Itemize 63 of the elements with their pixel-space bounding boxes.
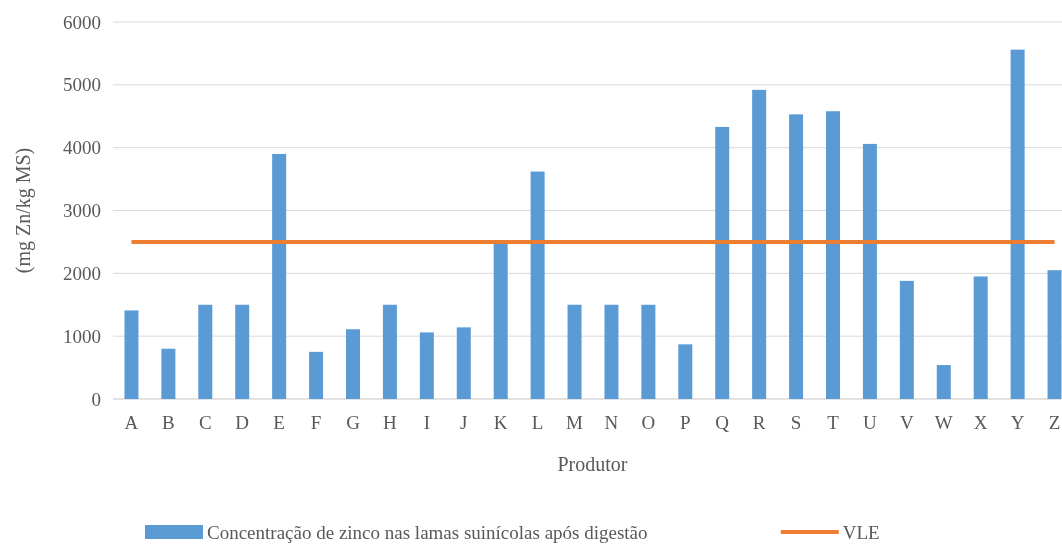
x-tick-label: X: [973, 412, 988, 433]
x-tick-label: D: [235, 412, 250, 433]
bar: [1010, 49, 1025, 399]
y-tick-label: 3000: [63, 200, 101, 222]
x-tick-label: F: [310, 412, 322, 433]
x-tick-label: I: [423, 412, 431, 433]
x-tick-label: M: [566, 412, 584, 433]
x-tick-label: U: [863, 412, 878, 433]
x-tick-label: T: [827, 412, 840, 433]
x-tick-label: H: [383, 412, 398, 433]
x-tick-label: Y: [1010, 412, 1025, 433]
bar: [678, 344, 693, 399]
x-tick-label: G: [346, 412, 361, 433]
x-tick-label: S: [790, 412, 802, 433]
x-tick-label: K: [493, 412, 508, 433]
y-axis-title: (mg Zn/kg MS): [12, 147, 35, 274]
x-tick-label: C: [198, 412, 212, 433]
y-tick-label: 5000: [63, 74, 101, 96]
bar: [641, 304, 656, 399]
bar: [752, 89, 767, 399]
bar: [346, 329, 360, 399]
y-tick-label: 2000: [63, 262, 101, 284]
bar: [198, 304, 213, 399]
x-tick-label: N: [604, 412, 619, 433]
bar: [419, 332, 434, 399]
bar: [862, 143, 877, 399]
x-axis-title: Produtor: [557, 453, 628, 475]
bar: [456, 327, 471, 399]
bar: [382, 304, 397, 399]
legend-label: VLE: [842, 521, 880, 543]
x-tick-label: A: [124, 412, 139, 433]
x-tick-label: Z: [1048, 412, 1061, 433]
x-tick-label: W: [934, 412, 953, 433]
bar: [161, 348, 176, 399]
x-tick-label: Q: [715, 412, 730, 433]
bar: [936, 365, 951, 399]
x-tick-label: V: [899, 412, 914, 433]
bar: [567, 304, 582, 399]
x-tick-label: P: [680, 412, 691, 433]
bar: [899, 280, 914, 399]
x-tick-label: E: [273, 412, 285, 433]
x-tick-label: R: [752, 412, 766, 433]
x-tick-label: O: [641, 412, 656, 433]
bar: [124, 310, 139, 399]
legend-label: Concentração de zinco nas lamas suinícolas após digestão: [207, 521, 648, 543]
x-tick-label: B: [162, 412, 175, 433]
bar: [973, 276, 988, 399]
bar: [309, 351, 324, 399]
y-tick-label: 4000: [63, 137, 101, 159]
bar: [493, 243, 508, 399]
bar: [826, 111, 840, 399]
bar: [604, 304, 619, 399]
y-tick-label: 6000: [63, 11, 101, 33]
bar: [530, 171, 545, 399]
bar: [235, 304, 250, 399]
x-tick-label: L: [531, 412, 544, 433]
bar: [1047, 270, 1062, 399]
bar: [789, 114, 804, 399]
bar: [715, 126, 730, 399]
y-tick-label: 1000: [63, 325, 101, 347]
bar: [272, 153, 287, 399]
x-tick-label: J: [460, 412, 468, 433]
y-tick-label: 0: [91, 388, 101, 410]
